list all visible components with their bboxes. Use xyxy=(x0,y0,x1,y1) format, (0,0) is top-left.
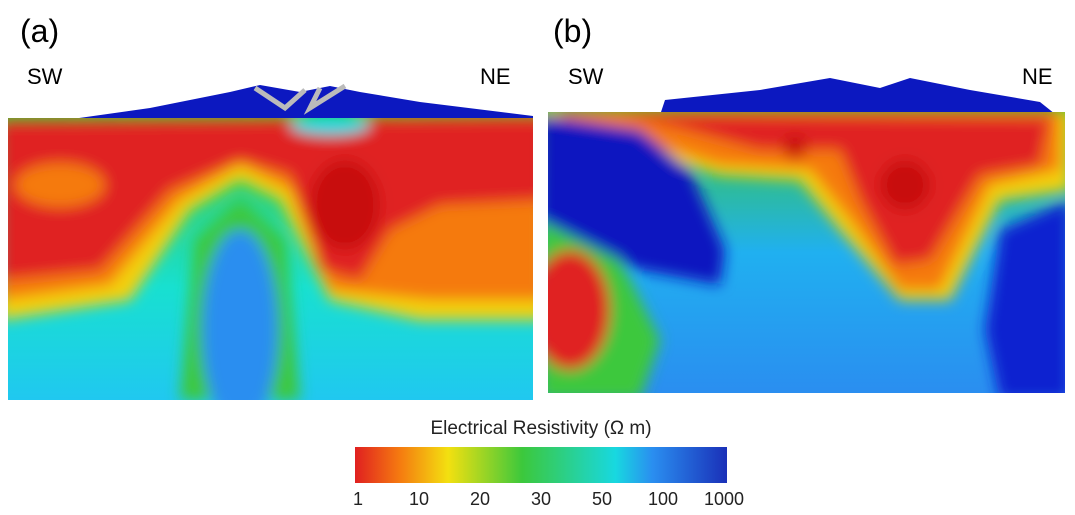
colorbar-tick-label: 10 xyxy=(409,489,429,509)
colorbar: Electrical Resistivity (Ω m) 1 10 20 30 50 10… xyxy=(353,418,744,509)
blue-plume xyxy=(202,230,278,400)
blue-left xyxy=(548,116,725,285)
colorbar-tick-label: 1 xyxy=(353,489,363,509)
section-a: (a) SW NE xyxy=(8,13,533,400)
red-core xyxy=(783,135,807,159)
colorbar-tick-label: 1000 xyxy=(704,489,744,509)
red-lower-left xyxy=(548,250,610,370)
panel-label: (b) xyxy=(553,13,592,49)
colorbar-tick-label: 100 xyxy=(648,489,678,509)
colorbar-tick-label: 30 xyxy=(531,489,551,509)
structure xyxy=(253,83,347,115)
direction-right: NE xyxy=(1022,64,1053,89)
orange-patch xyxy=(15,163,105,207)
red-core xyxy=(310,160,380,250)
panel-label: (a) xyxy=(20,13,59,49)
colorbar-title: Electrical Resistivity (Ω m) xyxy=(430,418,651,439)
blue-right xyxy=(985,202,1065,393)
layer-red xyxy=(8,118,533,280)
colorbar-gradient xyxy=(355,447,727,483)
red-core xyxy=(880,160,930,210)
layer-red xyxy=(620,115,1050,265)
topography xyxy=(660,78,1060,118)
colorbar-tick-label: 20 xyxy=(470,489,490,509)
direction-left: SW xyxy=(27,64,63,89)
cyan-surface xyxy=(290,118,370,135)
section-b: (b) SW NE xyxy=(548,13,1065,393)
colorbar-tick-label: 50 xyxy=(592,489,612,509)
direction-right: NE xyxy=(480,64,511,89)
direction-left: SW xyxy=(568,64,604,89)
